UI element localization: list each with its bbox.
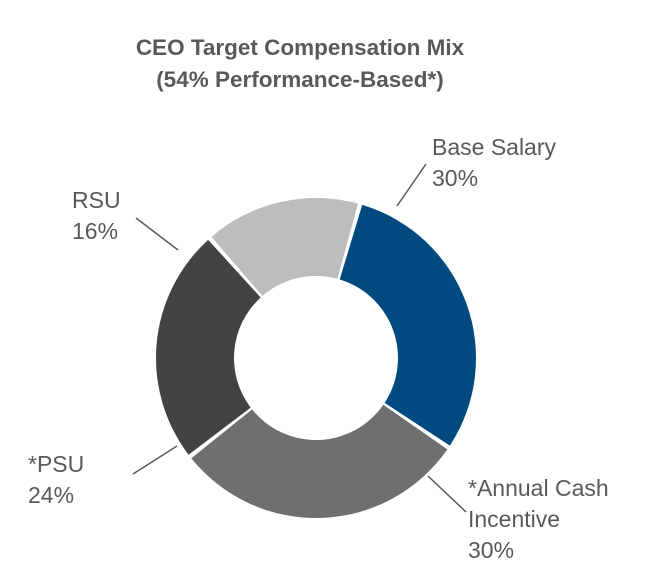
donut-slices	[156, 198, 476, 518]
slice-value-label: 24%	[28, 482, 74, 508]
slice-name-label: RSU	[72, 187, 121, 213]
slice-label: RSU 16%	[72, 187, 121, 244]
slice-name-label: Incentive	[468, 506, 560, 532]
slice-name-label: *Annual Cash	[468, 475, 609, 501]
slice-label: *PSU 24%	[28, 451, 84, 508]
slice-name-label: *PSU	[28, 451, 84, 477]
chart-title-line: CEO Target Compensation Mix	[135, 35, 465, 60]
donut-slice-annual-cash-incentive	[191, 404, 448, 518]
slice-label: *Annual Cash Incentive 30%	[468, 475, 609, 563]
chart-title: CEO Target Compensation Mix (54% Perform…	[0, 32, 600, 96]
slice-value-label: 30%	[432, 165, 478, 191]
donut-slice-rsu	[211, 198, 358, 296]
slice-labels: Base Salary 30% *Annual Cash Incentive 30% *P…	[28, 134, 609, 563]
leader-line	[427, 475, 467, 513]
slice-value-label: 16%	[72, 218, 118, 244]
slice-name-label: Base Salary	[432, 134, 557, 160]
donut-slice-base-salary	[339, 204, 476, 446]
chart-subtitle: (54% Performance-Based*)	[156, 67, 444, 92]
leader-line	[135, 217, 179, 251]
leader-line	[132, 445, 178, 475]
donut-slice-psu	[156, 239, 261, 455]
slice-label: Base Salary 30%	[432, 134, 557, 191]
slice-value-label: 30%	[468, 537, 514, 563]
leader-line	[396, 163, 427, 207]
